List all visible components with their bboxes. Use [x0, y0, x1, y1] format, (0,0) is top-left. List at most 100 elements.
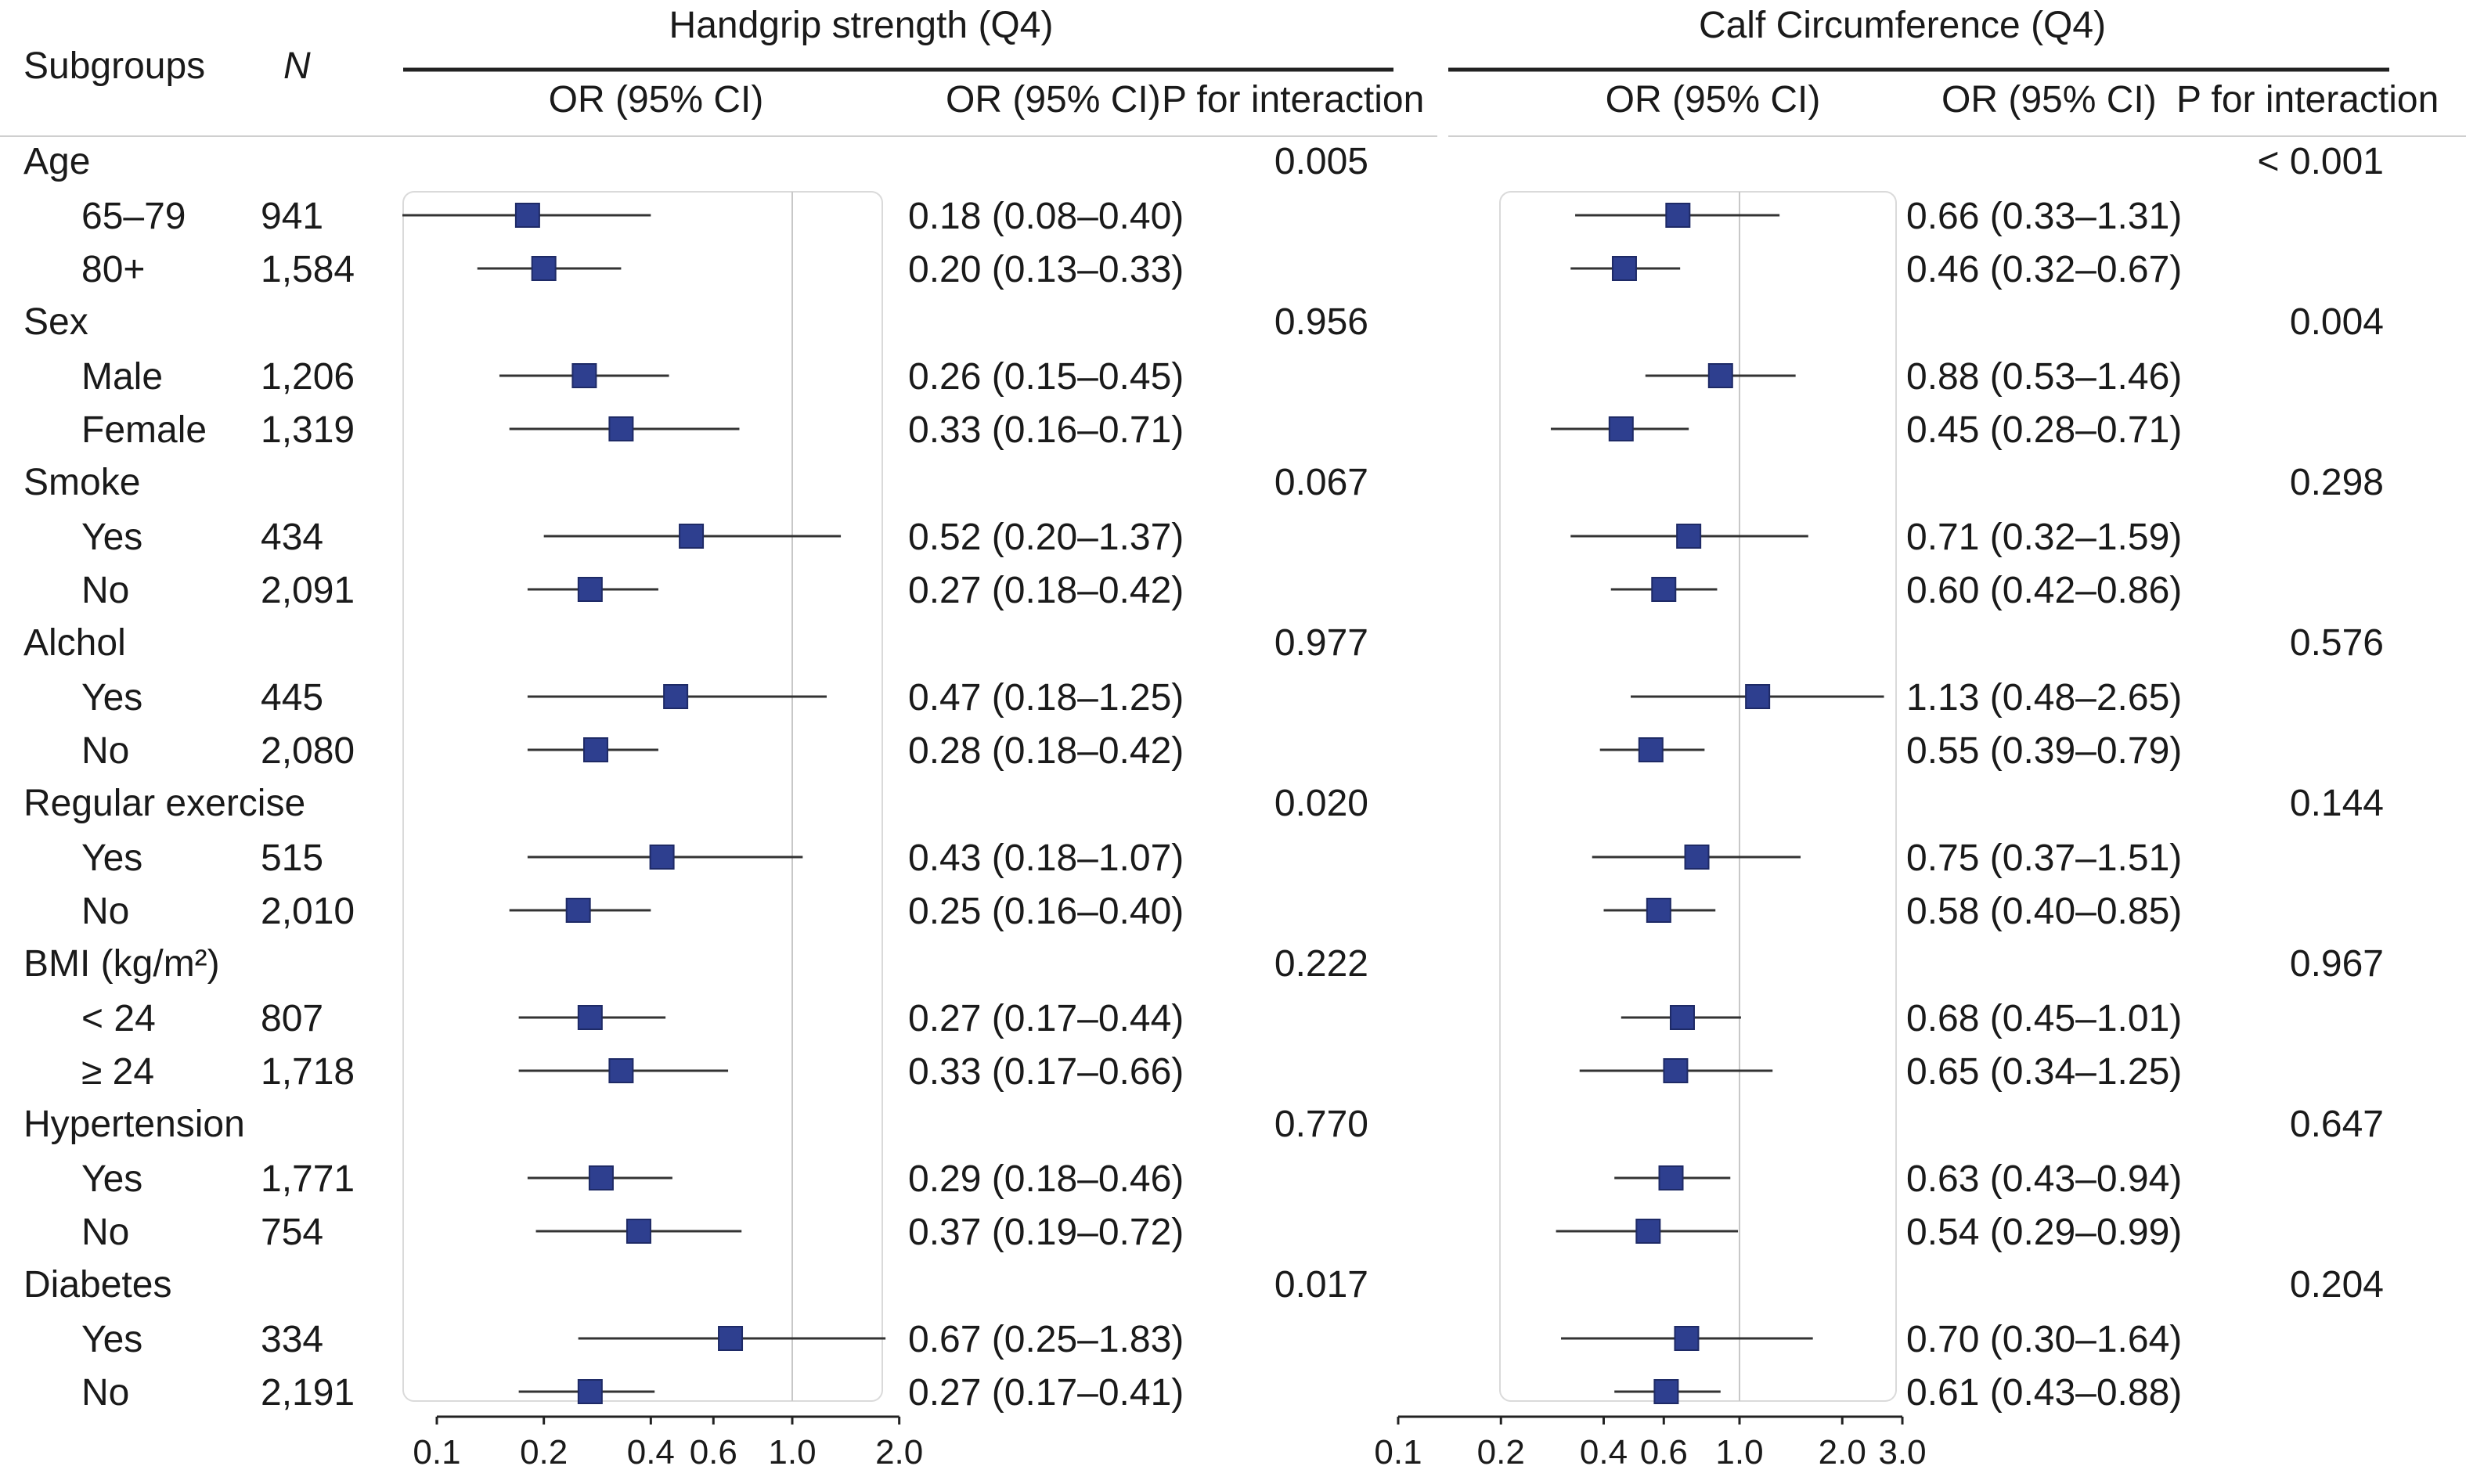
or-point-marker: [1745, 684, 1771, 709]
or-ci-text: 0.27 (0.18–0.42): [908, 570, 1184, 611]
n-header: N: [283, 45, 311, 87]
or-ci-text: 0.55 (0.39–0.79): [1906, 730, 2182, 772]
or-point-marker: [583, 737, 609, 762]
subgroup-n: 941: [261, 196, 323, 237]
subgroup-n: 334: [261, 1319, 323, 1360]
or-ci-text: 0.25 (0.16–0.40): [908, 891, 1184, 932]
subgroup-label: 80+: [81, 249, 145, 290]
subgroup-n: 434: [261, 517, 323, 558]
or-point-marker: [608, 416, 634, 441]
p-interaction-value: 0.298: [2290, 462, 2384, 503]
x-tick-label: 3.0: [1878, 1433, 1926, 1471]
or-point-marker: [718, 1326, 744, 1351]
p-interaction-value: 0.004: [2290, 301, 2384, 343]
subgroup-label: ≥ 24: [81, 1051, 154, 1093]
or-ci-text: 0.27 (0.17–0.41): [908, 1372, 1184, 1414]
subgroup-label: No: [81, 891, 129, 932]
or-ci-text: 0.28 (0.18–0.42): [908, 730, 1184, 772]
forest-or-header-left: OR (95% CI): [549, 79, 764, 121]
or-ci-text: 0.18 (0.08–0.40): [908, 196, 1184, 237]
or-point-marker: [571, 363, 597, 388]
or-point-marker: [1658, 1165, 1684, 1190]
or-ci-text: 0.20 (0.13–0.33): [908, 249, 1184, 290]
or-point-marker: [1707, 363, 1733, 388]
or-point-marker: [577, 577, 603, 602]
subgroup-n: 2,010: [261, 891, 355, 932]
or-ci-text: 0.71 (0.32–1.59): [1906, 517, 2182, 558]
x-tick-label: 1.0: [768, 1433, 816, 1471]
x-tick-label: 0.4: [1580, 1433, 1628, 1471]
or-point-marker: [577, 1379, 603, 1404]
or-ci-text: 0.68 (0.45–1.01): [1906, 998, 2182, 1039]
or-point-marker: [608, 1058, 634, 1083]
forest-panel-calf: 0.1 0.2 0.4 0.6 1.0 2.0 3.0 < 0.001 0.66 (0.33–1…: [1374, 141, 2384, 1471]
subgroup-label: No: [81, 730, 129, 772]
subgroup-n: 2,080: [261, 730, 355, 772]
table-rows: Age 65–79 941 80+ 1,584 Sex Male 1,206 Female 1,3…: [23, 141, 355, 1414]
or-point-marker: [649, 845, 675, 870]
subgroup-n: 445: [261, 677, 323, 719]
subgroup-label: No: [81, 1212, 129, 1253]
or-ci-text: 0.65 (0.34–1.25): [1906, 1051, 2182, 1093]
subgroups-header: Subgroups: [23, 45, 205, 87]
group-label: Sex: [23, 301, 88, 343]
p-interaction-header-right: P for interaction: [2176, 79, 2439, 121]
or-ci-text: 0.47 (0.18–1.25): [908, 677, 1184, 719]
or-ci-text: 0.52 (0.20–1.37): [908, 517, 1184, 558]
or-ci-text: 0.37 (0.19–0.72): [908, 1212, 1184, 1253]
subgroup-n: 2,091: [261, 570, 355, 611]
p-interaction-value: 0.144: [2290, 783, 2384, 824]
x-tick-label: 0.1: [413, 1433, 460, 1471]
group-label: Regular exercise: [23, 783, 305, 824]
or-point-marker: [1674, 1326, 1700, 1351]
or-ci-text: 0.63 (0.43–0.94): [1906, 1158, 2182, 1200]
subgroup-n: 2,191: [261, 1372, 355, 1414]
or-point-marker: [1611, 256, 1637, 281]
subgroup-label: < 24: [81, 998, 156, 1039]
or-ci-text: 0.26 (0.15–0.45): [908, 356, 1184, 398]
subgroup-label: Yes: [81, 517, 142, 558]
or-ci-header-left: OR (95% CI): [946, 79, 1161, 121]
or-ci-text: 0.66 (0.33–1.31): [1906, 196, 2182, 237]
group-label: Diabetes: [23, 1264, 171, 1306]
subgroup-n: 1,206: [261, 356, 355, 398]
p-interaction-value: 0.576: [2290, 622, 2384, 664]
or-ci-text: 0.58 (0.40–0.85): [1906, 891, 2182, 932]
plot-frame: [1499, 191, 1897, 1402]
subgroup-n: 807: [261, 998, 323, 1039]
p-interaction-value: 0.647: [2290, 1104, 2384, 1145]
p-interaction-value: 0.017: [1274, 1264, 1368, 1306]
group-label: Age: [23, 141, 90, 182]
p-interaction-value: 0.005: [1274, 141, 1368, 182]
or-ci-text: 0.43 (0.18–1.07): [908, 837, 1184, 879]
group-label: BMI (kg/m²): [23, 943, 220, 985]
or-point-marker: [1663, 1058, 1689, 1083]
or-ci-text: 0.33 (0.16–0.71): [908, 409, 1184, 451]
or-ci-text: 0.61 (0.43–0.88): [1906, 1372, 2182, 1414]
or-point-marker: [1653, 1379, 1679, 1404]
x-tick-label: 2.0: [1819, 1433, 1866, 1471]
p-interaction-value: < 0.001: [2258, 141, 2384, 182]
or-point-marker: [1646, 898, 1671, 923]
or-point-marker: [1638, 737, 1664, 762]
or-ci-text: 0.54 (0.29–0.99): [1906, 1212, 2182, 1253]
subgroup-n: 1,319: [261, 409, 355, 451]
subgroup-label: 65–79: [81, 196, 186, 237]
subgroup-n: 1,771: [261, 1158, 355, 1200]
x-tick-label: 0.1: [1374, 1433, 1422, 1471]
x-tick-label: 0.2: [1477, 1433, 1525, 1471]
or-point-marker: [626, 1219, 651, 1244]
subgroup-label: Yes: [81, 1158, 142, 1200]
x-tick-label: 0.2: [520, 1433, 568, 1471]
p-interaction-value: 0.020: [1274, 783, 1368, 824]
subgroup-label: Male: [81, 356, 163, 398]
or-ci-text: 0.67 (0.25–1.83): [908, 1319, 1184, 1360]
subgroup-n: 1,718: [261, 1051, 355, 1093]
subgroup-label: Yes: [81, 837, 142, 879]
subgroup-label: No: [81, 1372, 129, 1414]
subgroup-n: 1,584: [261, 249, 355, 290]
or-ci-text: 0.60 (0.42–0.86): [1906, 570, 2182, 611]
subgroup-n: 754: [261, 1212, 323, 1253]
or-point-marker: [1635, 1219, 1661, 1244]
